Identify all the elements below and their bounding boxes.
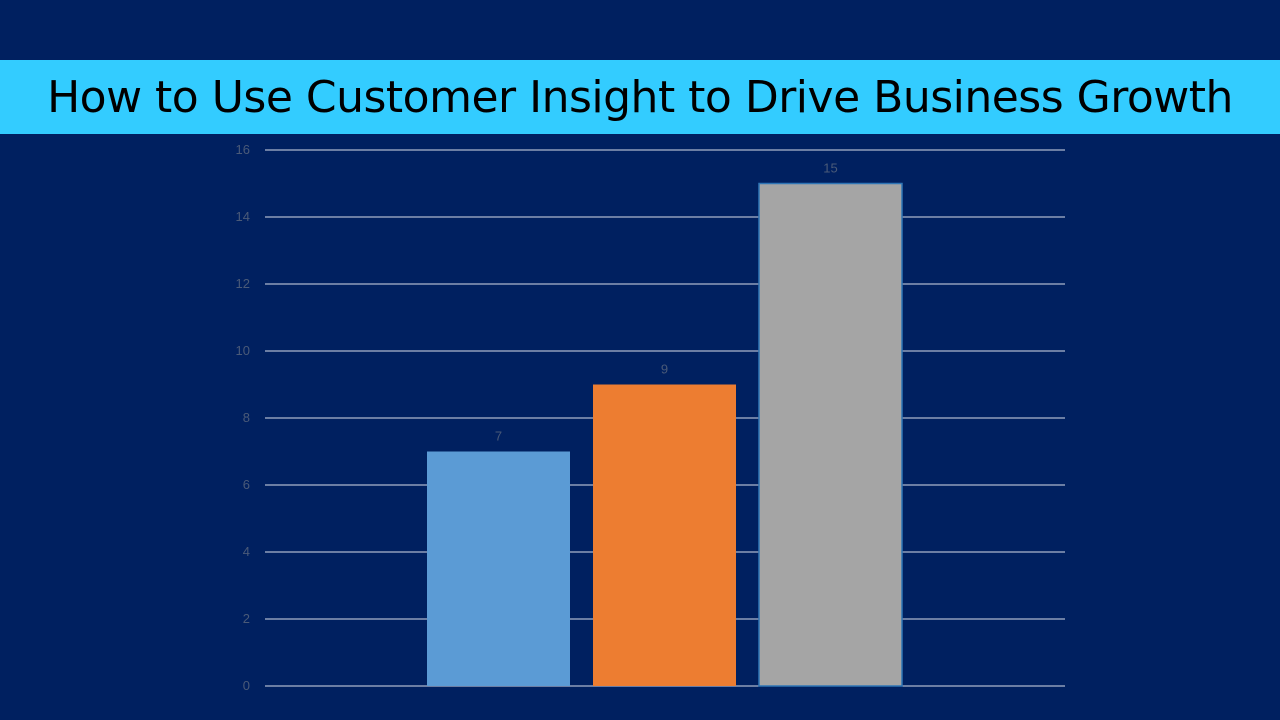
y-tick-label: 0 [243, 678, 250, 693]
bar [427, 451, 570, 686]
bar [758, 182, 903, 687]
y-tick-label: 14 [236, 209, 250, 224]
y-tick-label: 2 [243, 611, 250, 626]
y-tick-label: 10 [236, 343, 250, 358]
data-label: 7 [495, 429, 502, 444]
y-tick-label: 8 [243, 410, 250, 425]
y-tick-label: 4 [243, 544, 250, 559]
bar [593, 384, 736, 686]
data-label: 9 [661, 362, 668, 377]
slide-title: How to Use Customer Insight to Drive Bus… [47, 71, 1233, 123]
y-tick-label: 6 [243, 477, 250, 492]
y-tick-label: 16 [236, 142, 250, 157]
y-tick-label: 12 [236, 276, 250, 291]
title-bar: How to Use Customer Insight to Drive Bus… [0, 60, 1280, 134]
data-label: 15 [823, 161, 837, 176]
